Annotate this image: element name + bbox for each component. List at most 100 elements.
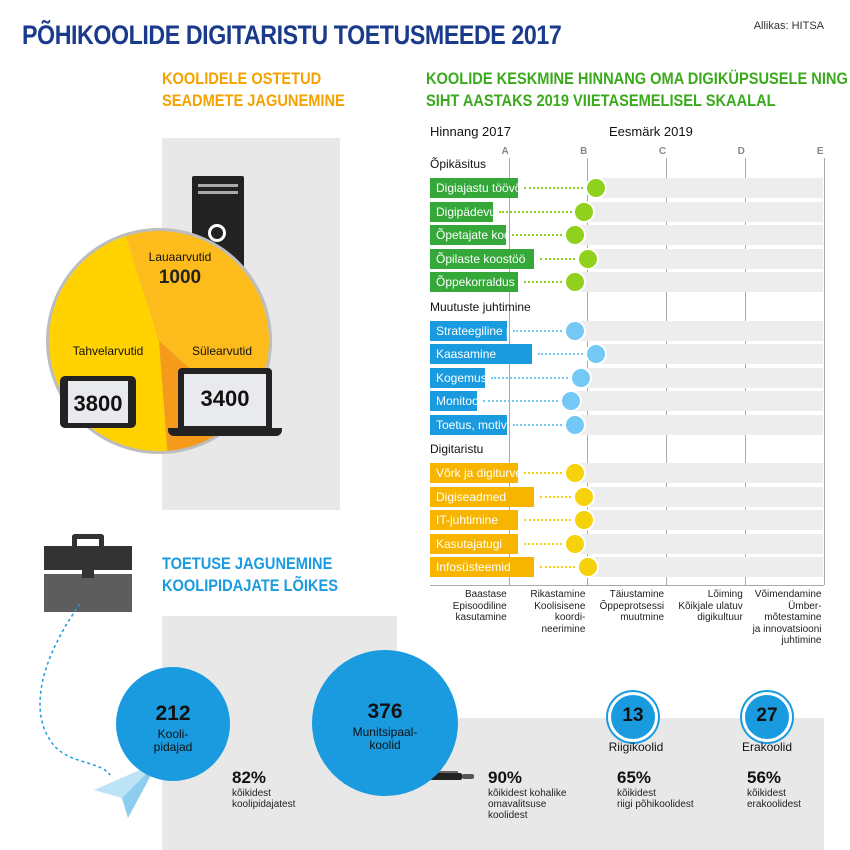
legend-2019: Eesmärk 2019	[609, 124, 693, 139]
tablets-value: 3800	[73, 391, 123, 416]
pie-value-desktops: 1000	[158, 267, 202, 288]
target-2019-g0-r1	[573, 200, 596, 223]
scale-desc-e-line3: mõtestamine	[764, 612, 822, 623]
tablet-icon	[60, 376, 136, 428]
owners-number: 212	[155, 702, 191, 725]
owners-pct-sub2: koolipidajatest	[232, 799, 296, 810]
dotline-g0-r2	[511, 234, 566, 236]
grid-line-e	[823, 158, 825, 585]
dotline-g1-r0	[513, 329, 566, 332]
page-title: PÕHIKOOLIDE DIGITARISTU TOETUSMEEDE 2017	[22, 20, 562, 50]
bar-2017-g1-r4: Toetus, motiveerimine	[430, 414, 508, 435]
state-label: Riigikoolid	[608, 740, 664, 754]
bar-2017-g2-r1: Digiseadmed	[430, 486, 534, 507]
bar-2017-g2-r4: Infosüsteemid	[430, 557, 534, 577]
row-stripe-g2-r0	[575, 463, 824, 483]
row-stripe-g2-r4	[588, 557, 824, 577]
row-stripe-g2-r3	[575, 533, 824, 554]
scale-desc-a-line3: kasutamine	[455, 612, 507, 623]
row-stripe-g0-r3	[588, 248, 824, 269]
state-pct-sub1: kõikidest	[617, 788, 656, 799]
municipal-pct: 90%	[488, 768, 523, 787]
scale-desc-e-line5: juhtimine	[781, 635, 822, 646]
scale-desc-a: Baastase Episoodiline kasutamine	[399, 589, 507, 624]
scale-desc-d-line1: Lõiming	[707, 589, 743, 600]
scale-desc-e-line4: ja innovatsiooni	[752, 623, 822, 635]
bar-2017-g0-r4: Õppekorraldus	[430, 272, 519, 292]
chart-baseline	[430, 585, 824, 586]
scale-desc-b-line4: neerimine	[541, 623, 586, 635]
laptops-value: 3400	[200, 386, 250, 411]
grade-label-c: C	[658, 146, 667, 157]
row-stripe-g1-r4	[575, 414, 824, 435]
target-2019-g1-r2	[569, 366, 592, 389]
target-2019-g1-r0	[563, 319, 586, 342]
scale-desc-e-line1: Võimendamine	[754, 589, 822, 600]
scale-desc-e-line2: Ümber-	[788, 600, 822, 612]
row-stripe-g0-r4	[575, 272, 824, 292]
dotline-g2-r1	[539, 495, 576, 498]
dotline-g1-r4	[513, 423, 566, 426]
dotline-g0-r3	[539, 257, 579, 260]
assessment-heading: KOOLIDE KESKMINE HINNANG OMA DIGIKÜPSUSE…	[426, 68, 848, 112]
grade-label-b: B	[580, 146, 588, 157]
target-2019-g2-r4	[576, 556, 599, 578]
bar-2017-g0-r2: Õpetajate koostöö	[430, 225, 506, 245]
state-pct-sub2: riigi põhikoolidest	[617, 799, 694, 810]
owners-pct-sub1: kõikidest	[232, 788, 271, 799]
briefcase-icon	[44, 534, 132, 612]
state-circle	[611, 695, 655, 739]
row-stripe-g0-r1	[585, 201, 824, 222]
scale-desc-c-line3: muutmine	[620, 612, 665, 623]
target-2019-g2-r3	[563, 532, 586, 555]
private-circle	[745, 695, 789, 739]
municipal-number: 376	[367, 700, 403, 723]
municipal-label-line2: koolid	[369, 738, 401, 752]
row-stripe-g2-r2	[585, 510, 824, 530]
paper-plane-trail	[39, 603, 111, 776]
municipal-circle	[312, 650, 458, 796]
target-2019-g2-r2	[573, 509, 596, 531]
bar-2017-g1-r1: Kaasamine	[430, 344, 533, 364]
dotline-g0-r1	[498, 210, 576, 213]
private-label: Erakoolid	[741, 740, 793, 754]
scale-desc-d-line3: digikultuur	[697, 612, 743, 623]
scale-desc-b-line2: Koolisisene	[534, 600, 586, 612]
grid-line-a	[508, 158, 510, 585]
funding-heading-line1: TOETUSE JAGUNEMINE	[162, 554, 333, 573]
municipal-pct-sub1: kõikidest kohalike	[488, 788, 567, 799]
legend-2017: Hinnang 2017	[430, 124, 511, 139]
row-stripe-g0-r2	[575, 225, 824, 245]
target-2019-g2-r0	[563, 462, 586, 484]
assessment-heading-line1: KOOLIDE KESKMINE HINNANG OMA DIGIKÜPSUSE…	[426, 69, 848, 88]
dotline-g2-r3	[524, 542, 566, 545]
laptop-base	[168, 428, 282, 436]
row-stripe-g0-r0	[596, 178, 824, 198]
scale-desc-a-line2: Episoodiline	[452, 600, 507, 612]
dotline-g0-r0	[524, 187, 587, 189]
target-2019-g1-r4	[563, 413, 586, 436]
owners-label-line2: pidajad	[153, 740, 193, 754]
municipal-pct-sub2: omavalitsuse	[488, 799, 547, 810]
bar-2017-g0-r1: Digipädevuste arendamine	[430, 201, 493, 222]
bar-2017-g0-r3: Õpilaste koostöö	[430, 248, 534, 269]
scale-desc-c-line2: Õppeprotsessi	[599, 600, 665, 612]
scale-desc-b: Rikastamine Koolisisene koordi-neerimine	[477, 589, 585, 635]
scale-desc-e: Võimendamine Ümber-mõtestamine ja innovats…	[714, 589, 822, 647]
owners-label: Kooli- pidajad	[116, 728, 230, 754]
pie-label-tablets: Tahvelarvutid	[72, 344, 144, 358]
group-label-2: Digitaristu	[430, 442, 484, 456]
bar-2017-g2-r2: IT-juhtimine	[430, 510, 519, 530]
target-2019-g0-r2	[563, 224, 586, 246]
scale-desc-b-line1: Rikastamine	[530, 589, 586, 600]
dotline-g1-r1	[538, 353, 587, 355]
laptop-icon	[178, 368, 272, 430]
funding-heading-line2: KOOLIPIDAJATE LÕIKES	[162, 576, 339, 595]
state-number: 13	[622, 705, 644, 726]
private-pct-sub2: erakoolidest	[747, 799, 801, 810]
assessment-heading-line2: SIHT AASTAKS 2019 VIIETASEMELISEL SKAALA…	[426, 91, 776, 110]
target-2019-g2-r1	[573, 485, 596, 508]
municipal-share: 90% kõikidest kohalike omavalitsuse kool…	[488, 768, 566, 821]
row-stripe-g1-r3	[571, 391, 824, 411]
funding-heading: TOETUSE JAGUNEMINE KOOLIPIDAJATE LÕIKES	[162, 553, 338, 597]
